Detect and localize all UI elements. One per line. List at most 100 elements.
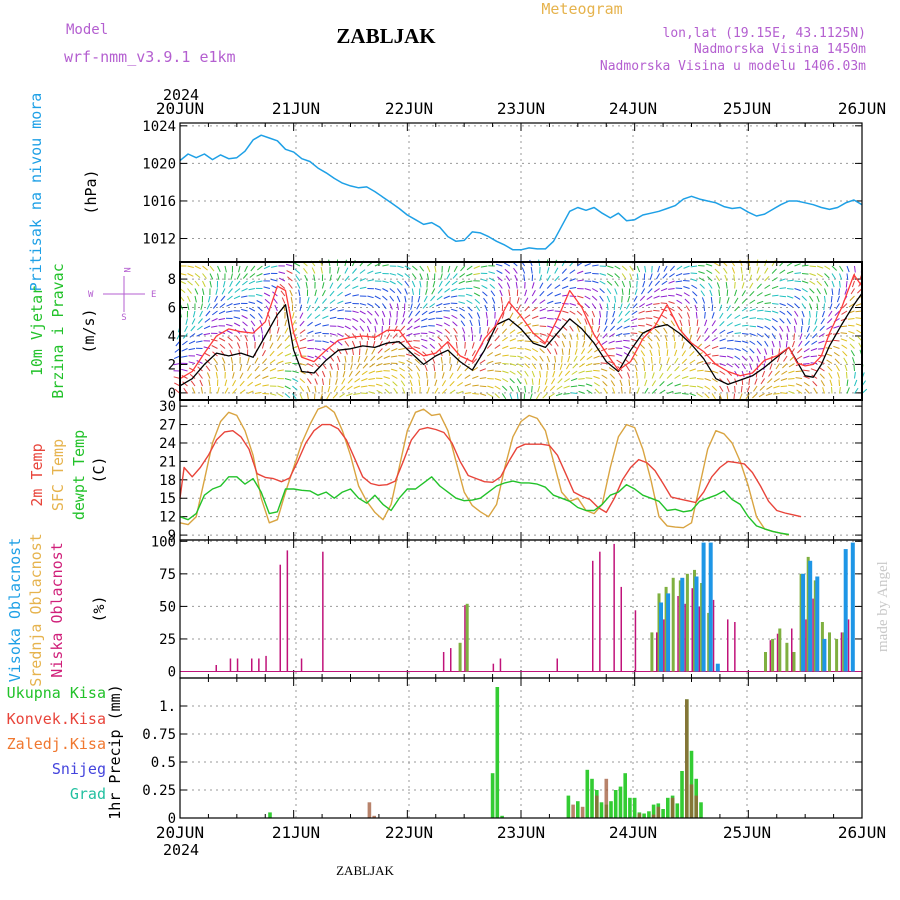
wind-barb (524, 355, 531, 360)
wind-barb (771, 277, 778, 282)
wind-barb (624, 310, 631, 317)
wind-barb (233, 316, 241, 319)
wind-barb (643, 273, 646, 281)
wind-barb (561, 268, 567, 274)
wind-barb (710, 297, 713, 304)
wind-barb (606, 303, 609, 310)
day-label-top: 24JUN (609, 99, 657, 118)
wind-barb (794, 280, 802, 283)
wind-barb (329, 348, 336, 354)
wind-barb (804, 340, 810, 346)
wind-barb (794, 272, 802, 274)
wind-barb (374, 288, 382, 291)
wind-barb (447, 265, 451, 273)
wind-barb (509, 378, 515, 384)
wind-barb (320, 393, 323, 400)
wind-barb (524, 348, 532, 351)
wind-barb (618, 310, 623, 317)
wind-barb (824, 273, 830, 279)
wind-barb (851, 280, 855, 288)
wind-barb (524, 305, 530, 312)
wind-barb (509, 304, 513, 312)
wind-barb (495, 263, 503, 267)
wind-barb (643, 364, 646, 372)
wind-barb (472, 375, 479, 379)
wind-barb (773, 385, 780, 389)
wind-barb (367, 303, 374, 308)
wind-barb (326, 393, 331, 400)
wind-barb (609, 373, 616, 379)
wind-barb (631, 310, 638, 316)
wind-barb (202, 280, 206, 288)
wind-barb (546, 275, 551, 282)
wind-barb (561, 276, 568, 282)
wind-barb (524, 385, 527, 393)
wind-barb (719, 329, 726, 334)
wind-barb (286, 270, 293, 274)
wind-barb (204, 318, 211, 323)
wind-barb (404, 265, 411, 270)
wind-barb (539, 290, 545, 297)
wind-barb (689, 334, 693, 342)
wind-barb (754, 378, 758, 385)
wind-barb (532, 324, 539, 327)
wind-barb (415, 365, 421, 372)
wind-barb (689, 385, 697, 388)
wind-barb (227, 336, 233, 342)
wind-barb (352, 294, 359, 297)
wind-barb (546, 267, 550, 274)
precip-bar (613, 790, 618, 818)
wind-barb (834, 358, 840, 364)
wind-barb (824, 280, 829, 287)
wind-barb (820, 318, 825, 325)
wind-barb (479, 368, 486, 372)
wind-barb (499, 289, 503, 297)
wind-barb (494, 370, 502, 372)
wind-barb (284, 385, 291, 390)
wind-barb (290, 297, 293, 304)
wind-barb (226, 323, 233, 327)
wind-barb (393, 387, 398, 394)
wind-barb (502, 370, 509, 374)
wind-barb (734, 305, 740, 312)
ylabel-temp2m: 2m Temp (28, 443, 46, 506)
wind-barb (668, 288, 675, 290)
wind-barb (655, 273, 661, 280)
coordinates: lon,lat (19.15E, 43.1125N) (663, 26, 867, 41)
wind-barb (593, 369, 600, 372)
wind-barb (376, 355, 383, 361)
wind-barb (368, 370, 376, 374)
wind-barb (756, 333, 763, 338)
wind-barb (341, 378, 346, 385)
cloud-bar (680, 577, 685, 672)
wind-barb (553, 363, 556, 371)
wind-barb (404, 280, 410, 287)
wind-barb (352, 325, 358, 331)
wind-barb (359, 310, 366, 315)
wind-barb (295, 275, 301, 282)
wind-barb (673, 334, 676, 342)
cloud-bar (556, 658, 558, 672)
wind-barb (299, 363, 307, 366)
wind-barb (480, 278, 488, 282)
wind-barb (776, 355, 781, 363)
wind-barb (674, 383, 681, 387)
wind-barb (564, 378, 570, 383)
wind-barb (669, 273, 675, 278)
wind-barb (719, 393, 723, 400)
wind-barb (820, 380, 825, 387)
wind-barb (708, 282, 713, 289)
wind-barb (764, 267, 769, 274)
y-tick-label: 100 (151, 534, 176, 550)
wind-barb (848, 337, 855, 342)
wind-barb (660, 295, 668, 298)
wind-barb (795, 377, 803, 379)
wind-barb (600, 362, 608, 364)
cloud-bar (251, 658, 253, 672)
wind-barb (181, 348, 188, 352)
y-tick-label: 1012 (142, 232, 176, 248)
wind-barb (502, 336, 508, 342)
wind-barb (644, 265, 647, 273)
wind-barb (215, 288, 218, 295)
wind-barb (494, 353, 501, 357)
